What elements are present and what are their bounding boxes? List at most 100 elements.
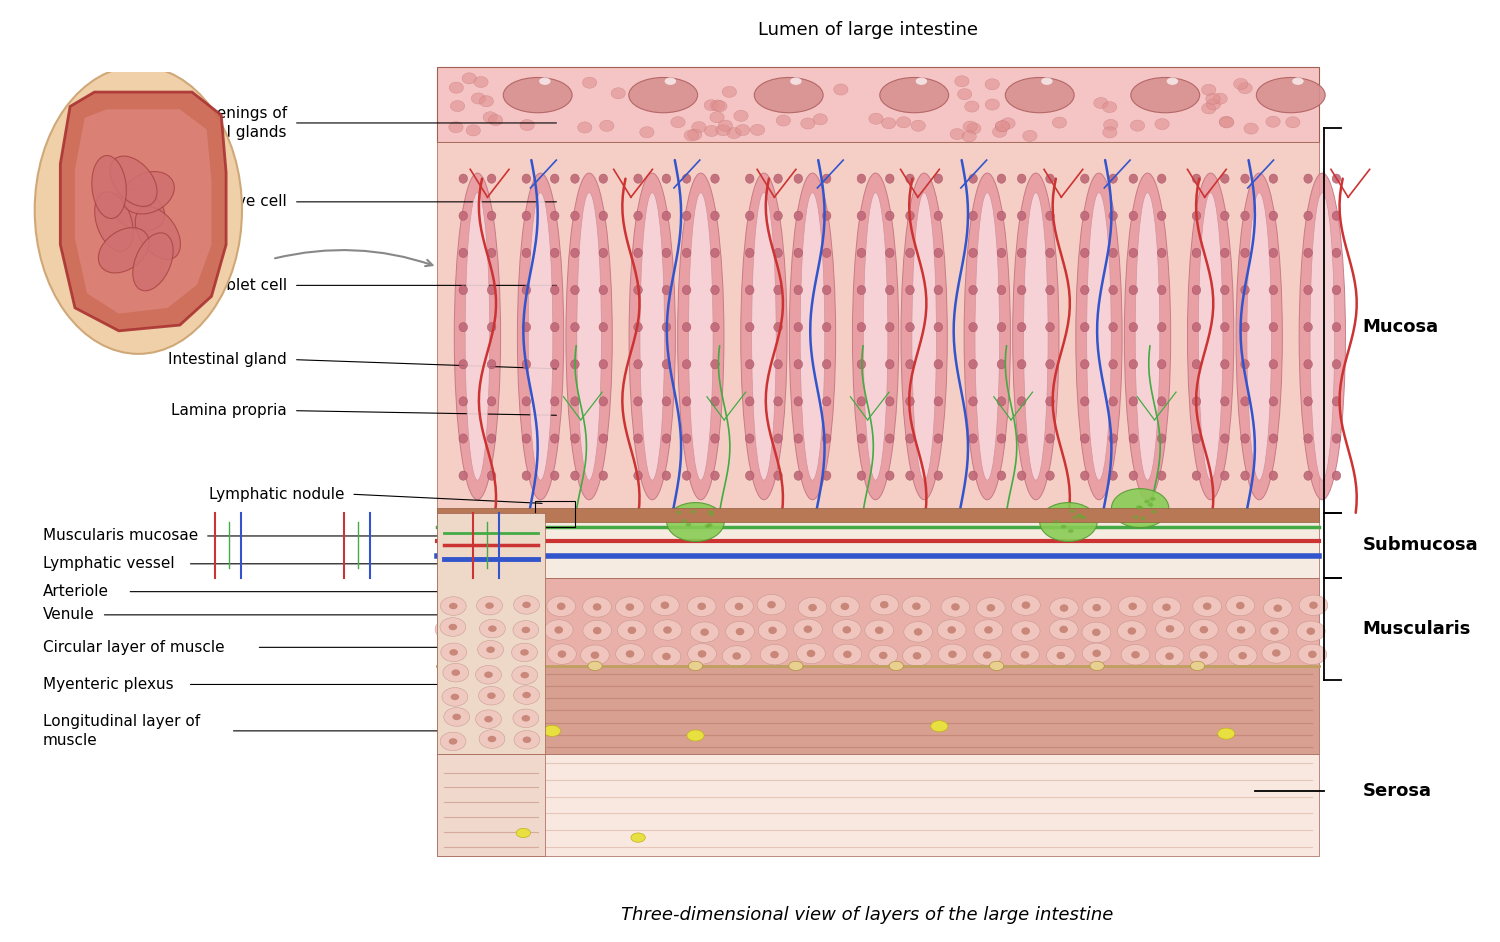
Ellipse shape	[930, 721, 948, 732]
Ellipse shape	[1306, 627, 1316, 635]
Ellipse shape	[682, 322, 692, 332]
Ellipse shape	[1192, 322, 1202, 332]
Ellipse shape	[1080, 249, 1089, 257]
Ellipse shape	[1076, 513, 1082, 517]
Ellipse shape	[450, 101, 465, 112]
Ellipse shape	[478, 687, 504, 705]
Ellipse shape	[724, 596, 753, 617]
Ellipse shape	[488, 211, 496, 220]
Ellipse shape	[1041, 77, 1053, 85]
Ellipse shape	[1017, 360, 1026, 369]
Ellipse shape	[1017, 397, 1026, 406]
Ellipse shape	[698, 603, 706, 610]
Ellipse shape	[870, 594, 898, 615]
Ellipse shape	[1158, 360, 1166, 369]
Ellipse shape	[687, 730, 703, 741]
Ellipse shape	[906, 471, 915, 480]
Ellipse shape	[711, 397, 720, 406]
Ellipse shape	[774, 397, 783, 406]
Ellipse shape	[513, 621, 538, 640]
Ellipse shape	[682, 285, 692, 295]
Ellipse shape	[1270, 627, 1278, 635]
Polygon shape	[438, 512, 1320, 577]
Ellipse shape	[681, 519, 687, 523]
Ellipse shape	[1130, 211, 1137, 220]
Ellipse shape	[1191, 661, 1204, 671]
Ellipse shape	[801, 118, 814, 129]
Text: Arteriole: Arteriole	[44, 584, 110, 599]
Bar	[438, 577, 1320, 666]
Ellipse shape	[1304, 360, 1312, 369]
Ellipse shape	[1304, 174, 1312, 184]
Ellipse shape	[890, 661, 903, 671]
Ellipse shape	[770, 651, 778, 658]
Ellipse shape	[1108, 360, 1118, 369]
Ellipse shape	[1000, 118, 1016, 129]
Ellipse shape	[735, 603, 744, 610]
Ellipse shape	[570, 360, 579, 369]
Ellipse shape	[856, 322, 865, 332]
Ellipse shape	[1202, 84, 1216, 95]
Ellipse shape	[454, 173, 501, 500]
Ellipse shape	[1017, 471, 1026, 480]
Ellipse shape	[466, 124, 480, 136]
Ellipse shape	[856, 249, 865, 257]
Ellipse shape	[746, 434, 754, 443]
Ellipse shape	[864, 193, 888, 480]
Ellipse shape	[1046, 434, 1054, 443]
Ellipse shape	[1080, 516, 1086, 520]
Ellipse shape	[520, 651, 530, 658]
Ellipse shape	[1272, 649, 1281, 657]
Ellipse shape	[1130, 285, 1137, 295]
Ellipse shape	[1240, 285, 1250, 295]
Ellipse shape	[789, 173, 836, 500]
Ellipse shape	[1022, 601, 1031, 609]
Ellipse shape	[1269, 211, 1278, 220]
Ellipse shape	[934, 397, 942, 406]
Ellipse shape	[1119, 596, 1148, 616]
Ellipse shape	[516, 828, 531, 837]
Polygon shape	[438, 755, 544, 856]
Ellipse shape	[718, 120, 732, 131]
Ellipse shape	[1221, 174, 1228, 184]
Ellipse shape	[471, 597, 500, 618]
Ellipse shape	[934, 249, 942, 257]
Ellipse shape	[794, 434, 802, 443]
Ellipse shape	[522, 360, 531, 369]
Ellipse shape	[1068, 529, 1074, 533]
Ellipse shape	[1155, 646, 1184, 666]
Ellipse shape	[522, 691, 531, 698]
Ellipse shape	[1221, 434, 1228, 443]
Ellipse shape	[1304, 322, 1312, 332]
Ellipse shape	[634, 322, 642, 332]
Ellipse shape	[910, 121, 926, 131]
Ellipse shape	[974, 645, 1002, 665]
Ellipse shape	[1192, 174, 1202, 184]
Ellipse shape	[480, 620, 506, 638]
Ellipse shape	[1050, 619, 1078, 640]
Ellipse shape	[1120, 644, 1150, 665]
Ellipse shape	[591, 652, 600, 658]
Ellipse shape	[948, 651, 957, 658]
Ellipse shape	[1158, 174, 1166, 184]
Ellipse shape	[582, 596, 612, 617]
Ellipse shape	[1131, 77, 1200, 113]
Ellipse shape	[1086, 193, 1112, 480]
Ellipse shape	[885, 397, 894, 406]
Ellipse shape	[711, 174, 720, 184]
Ellipse shape	[484, 626, 492, 634]
Text: Lumen of large intestine: Lumen of large intestine	[758, 21, 978, 40]
Ellipse shape	[754, 77, 824, 113]
Ellipse shape	[550, 211, 560, 220]
Ellipse shape	[684, 130, 699, 141]
Ellipse shape	[522, 174, 531, 184]
Text: Three-dimensional view of layers of the large intestine: Three-dimensional view of layers of the …	[621, 905, 1114, 924]
Ellipse shape	[598, 434, 608, 443]
Ellipse shape	[1020, 651, 1029, 658]
Ellipse shape	[504, 77, 572, 113]
Ellipse shape	[934, 211, 942, 220]
Ellipse shape	[522, 285, 531, 295]
Ellipse shape	[512, 643, 537, 661]
Ellipse shape	[522, 602, 531, 609]
Ellipse shape	[488, 471, 496, 480]
